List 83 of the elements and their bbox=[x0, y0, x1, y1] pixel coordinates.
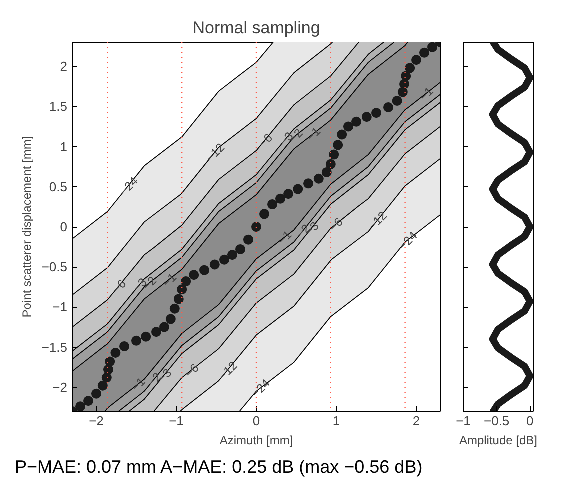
point bbox=[314, 174, 324, 184]
point bbox=[181, 276, 192, 287]
x-axis-title: Azimuth [mm] bbox=[220, 434, 294, 448]
point bbox=[84, 396, 94, 406]
point bbox=[166, 314, 176, 324]
point bbox=[428, 42, 438, 52]
point bbox=[337, 130, 348, 140]
x-tick-label: 1 bbox=[332, 414, 340, 428]
point bbox=[420, 48, 430, 58]
point bbox=[333, 140, 344, 150]
point bbox=[132, 336, 142, 346]
annotation: −24 bbox=[248, 376, 274, 401]
point bbox=[276, 194, 286, 204]
point bbox=[384, 102, 394, 112]
point bbox=[304, 178, 314, 189]
point bbox=[105, 356, 116, 367]
x-tick-label: −0.5 bbox=[484, 414, 510, 428]
annotation: −6 bbox=[326, 214, 346, 235]
y-tick-label: 2 bbox=[60, 59, 68, 74]
point bbox=[160, 322, 170, 332]
point bbox=[372, 108, 382, 118]
point bbox=[362, 112, 372, 122]
point bbox=[228, 250, 238, 260]
annotation: −24 bbox=[396, 228, 420, 254]
x-tick-label: −2 bbox=[89, 414, 104, 428]
point bbox=[174, 294, 184, 304]
y-axis-title: Point scatterer displacement [mm] bbox=[20, 136, 34, 318]
chart-title: Normal sampling bbox=[192, 18, 320, 38]
x-tick-label: 2 bbox=[412, 414, 420, 428]
point bbox=[76, 402, 86, 412]
point bbox=[220, 254, 230, 265]
point bbox=[293, 184, 304, 194]
x-tick-label: 0 bbox=[252, 414, 260, 428]
x-tick-label: 0 bbox=[526, 414, 534, 428]
annotation: −1 bbox=[416, 84, 436, 104]
annotation: −24 bbox=[116, 174, 142, 199]
annotation: −12 bbox=[203, 140, 228, 165]
point bbox=[260, 209, 270, 220]
x-axis-title: Amplitude [dB] bbox=[459, 434, 538, 448]
point bbox=[152, 327, 162, 338]
point bbox=[268, 200, 278, 210]
annotation: −1 bbox=[160, 270, 180, 290]
x-tick-label: −1 bbox=[456, 414, 471, 428]
annotation: −12 bbox=[216, 358, 240, 384]
point bbox=[412, 55, 422, 66]
point bbox=[244, 234, 254, 245]
annotation: −12 bbox=[366, 208, 390, 234]
annotation: −6 bbox=[182, 360, 202, 381]
annotation: −1 bbox=[304, 124, 324, 144]
point bbox=[141, 332, 152, 342]
point bbox=[170, 304, 180, 314]
y-tick-label: −1.5 bbox=[42, 340, 68, 355]
y-tick-label: 0 bbox=[60, 220, 68, 234]
point bbox=[322, 167, 332, 178]
annotation: −1 bbox=[128, 374, 148, 394]
point bbox=[120, 342, 130, 352]
point bbox=[92, 388, 102, 399]
y-tick-label: 1 bbox=[60, 139, 68, 154]
annotation: −6 bbox=[256, 130, 276, 151]
x-tick-label: −1 bbox=[169, 414, 184, 428]
point bbox=[210, 260, 220, 270]
point bbox=[326, 159, 336, 170]
y-tick-label: −0.5 bbox=[42, 260, 68, 275]
point bbox=[177, 284, 188, 295]
annotation: −1 bbox=[275, 228, 295, 248]
y-tick-label: 1.5 bbox=[49, 99, 68, 114]
point bbox=[352, 116, 362, 127]
point bbox=[392, 96, 402, 106]
point bbox=[329, 150, 340, 160]
point bbox=[98, 380, 108, 391]
point bbox=[405, 63, 416, 74]
point bbox=[200, 265, 210, 276]
y-tick-label: 0.5 bbox=[49, 179, 68, 194]
text: P−MAE: 0.07 mm A−MAE: 0.25 dB (max −0.56 dB) bbox=[15, 456, 423, 479]
y-tick-label: −2 bbox=[52, 380, 68, 395]
y-tick-label: −1 bbox=[52, 300, 68, 315]
point bbox=[344, 122, 354, 132]
point bbox=[284, 189, 294, 200]
point bbox=[401, 71, 412, 82]
point bbox=[110, 348, 121, 358]
annotation: −6 bbox=[109, 276, 130, 296]
point bbox=[236, 244, 246, 254]
point bbox=[189, 270, 200, 280]
